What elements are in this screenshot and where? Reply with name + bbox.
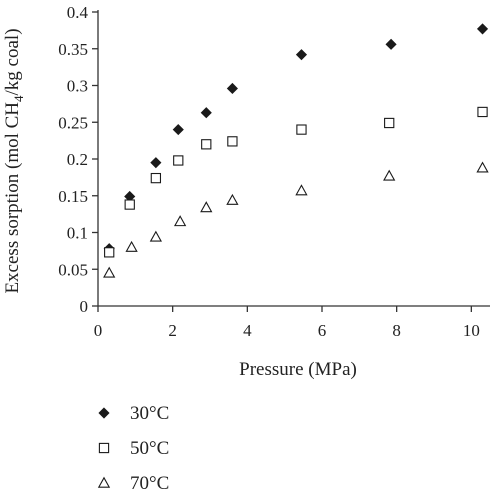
legend-marker [98,407,110,419]
x-tick-label: 0 [94,321,103,340]
legend-label: 50°C [130,438,169,459]
y-ticks: 0 0.05 0.1 0.15 0.2 0.25 0.3 0.35 0.4 [58,3,98,316]
data-point [149,230,163,242]
legend: 30°C 50°C 70°C [97,403,169,494]
data-point [173,155,184,166]
data-point [295,49,308,61]
y-axis-title-suffix: /kg coal) [2,28,23,95]
data-point [226,193,239,205]
series-1 [103,23,489,255]
series-2 [104,106,488,258]
x-tick-label: 4 [243,321,252,340]
data-points [103,23,489,278]
x-tick-label: 2 [168,321,177,340]
y-tick-label: 0.3 [67,77,88,96]
y-tick-label: 0.1 [67,224,88,243]
y-axis-title: Excess sorption (mol CH4/kg coal) [2,28,26,293]
data-point [201,139,212,150]
data-point [125,240,138,252]
data-point [477,106,488,118]
data-point [296,124,307,135]
y-tick-label: 0.2 [67,150,88,169]
data-point [150,157,162,169]
y-tick-label: 0.15 [58,187,88,206]
data-point [385,38,397,50]
x-tick-label: 8 [392,321,401,340]
y-tick-label: 0.05 [58,260,88,279]
legend-marker [98,442,110,454]
legend-item: 70°C [97,473,169,494]
x-ticks: 0 2 4 6 8 10 [94,306,480,340]
data-point [476,23,489,35]
data-point [384,117,395,129]
x-axis-title: Pressure (MPa) [239,359,357,380]
data-point [383,169,396,181]
x-tick-label: 6 [318,321,327,340]
data-point [226,82,238,95]
data-point [200,107,212,119]
legend-label: 70°C [130,473,169,494]
y-axis-title-prefix: Excess sorption (mol CH [2,102,23,294]
data-point [124,199,135,210]
y-axis-title-subscript: 4 [11,95,26,102]
y-tick-label: 0.25 [58,113,88,132]
data-point [173,215,187,227]
data-point [104,247,115,258]
data-point [476,161,489,173]
y-tick-label: 0 [80,297,89,316]
legend-marker [97,476,111,488]
axes [97,10,490,307]
data-point [103,266,116,278]
legend-item: 50°C [98,438,169,459]
y-tick-label: 0.35 [58,40,88,59]
y-tick-label: 0.4 [67,3,89,22]
legend-label: 30°C [130,403,169,424]
legend-item: 30°C [98,403,169,424]
data-point [200,201,213,213]
x-tick-label: 10 [463,321,480,340]
data-point [150,172,162,184]
data-point [295,184,308,196]
series-3 [103,161,489,278]
data-point [172,124,184,136]
data-point [227,136,238,147]
